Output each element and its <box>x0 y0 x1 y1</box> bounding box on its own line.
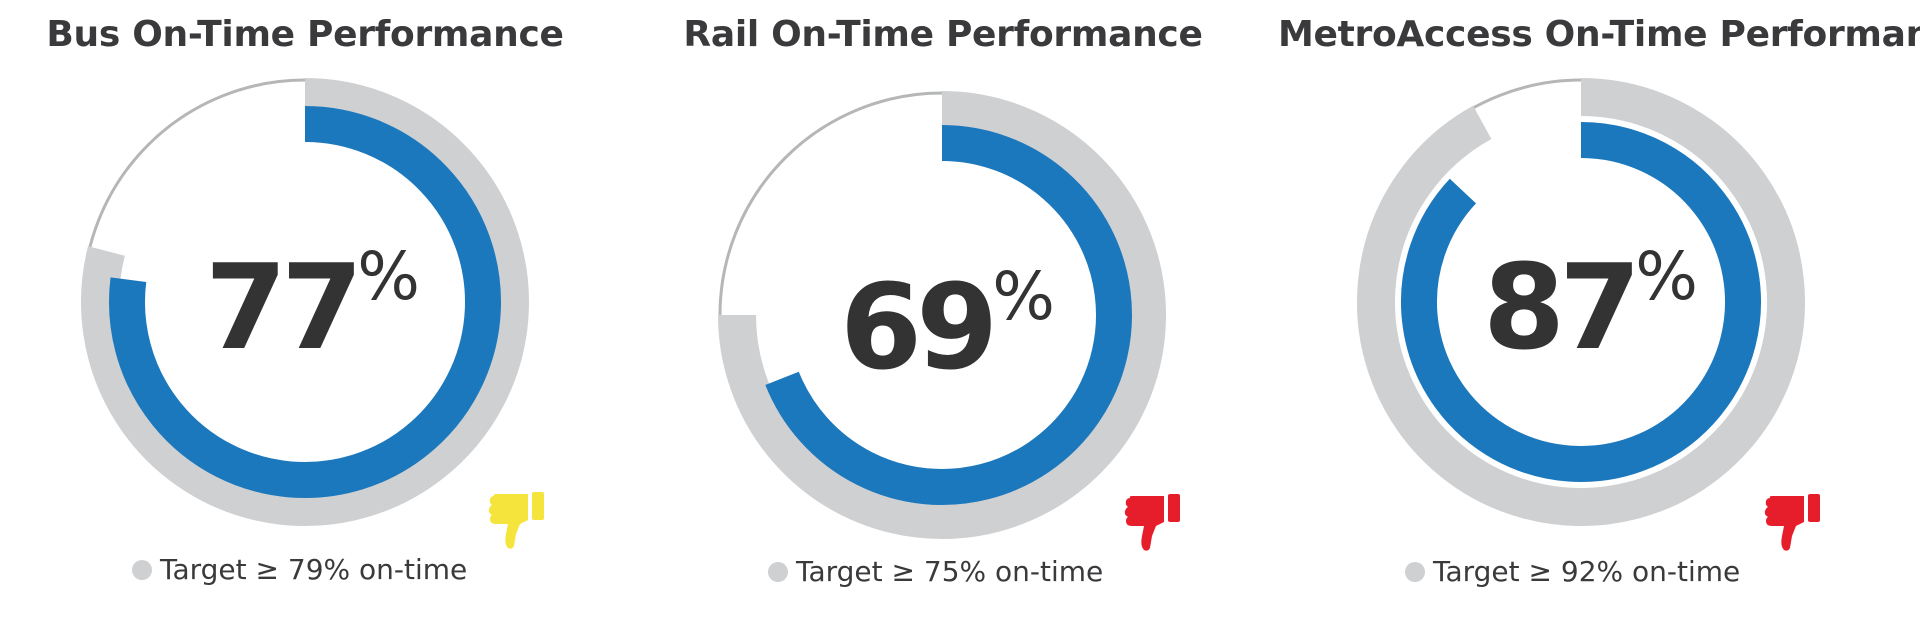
value-number: 87 <box>1483 238 1641 376</box>
target-arc <box>81 78 529 526</box>
value-unit: % <box>992 258 1055 335</box>
target-arc <box>1357 78 1805 526</box>
chart-title: Bus On-Time Performance <box>46 14 564 55</box>
value-unit: % <box>1635 238 1698 315</box>
legend-label: Target ≥ 75% on-time <box>796 555 1104 588</box>
thumbs-down-icon <box>1124 494 1180 551</box>
chart-title: Rail On-Time Performance <box>683 14 1203 55</box>
legend-swatch <box>1405 561 1425 582</box>
thumb-cuff <box>1168 494 1180 522</box>
thumb-hand <box>1124 496 1164 551</box>
value-number: 77 <box>205 238 363 376</box>
thumb-cuff <box>532 492 544 520</box>
metroaccess-gauge-panel: MetroAccess On-Time Performance 87% Targ… <box>1278 0 1920 644</box>
value-arc <box>765 125 1132 505</box>
value-display: 69% <box>840 258 1055 396</box>
target-legend: Target ≥ 75% on-time <box>768 555 1103 588</box>
thumbs-down-icon <box>1764 494 1820 551</box>
value-display: 77% <box>205 238 420 376</box>
value-number: 69 <box>840 258 998 396</box>
bus-gauge-panel: Bus On-Time Performance 77% Target ≥ 79%… <box>0 0 640 644</box>
legend-swatch <box>132 559 152 580</box>
thumb-cuff <box>1808 494 1820 522</box>
value-unit: % <box>357 238 420 315</box>
metroaccess-gauge-svg <box>1357 78 1805 526</box>
rail-gauge-svg <box>718 91 1166 539</box>
value-arc <box>109 106 501 498</box>
target-arc <box>718 91 1166 539</box>
thumb-hand <box>488 494 528 549</box>
legend-swatch <box>768 561 788 582</box>
value-display: 87% <box>1483 238 1698 376</box>
thumbs-down-icon <box>488 492 544 549</box>
legend-label: Target ≥ 79% on-time <box>160 553 468 586</box>
thumb-hand <box>1764 496 1804 551</box>
target-legend: Target ≥ 92% on-time <box>1405 555 1740 588</box>
target-legend: Target ≥ 79% on-time <box>132 553 467 586</box>
rail-gauge-panel: Rail On-Time Performance 69% Target ≥ 75… <box>640 0 1280 644</box>
chart-title: MetroAccess On-Time Performance <box>1278 14 1920 55</box>
legend-label: Target ≥ 92% on-time <box>1433 555 1741 588</box>
bus-gauge-svg <box>81 78 529 526</box>
value-arc <box>1401 122 1761 482</box>
